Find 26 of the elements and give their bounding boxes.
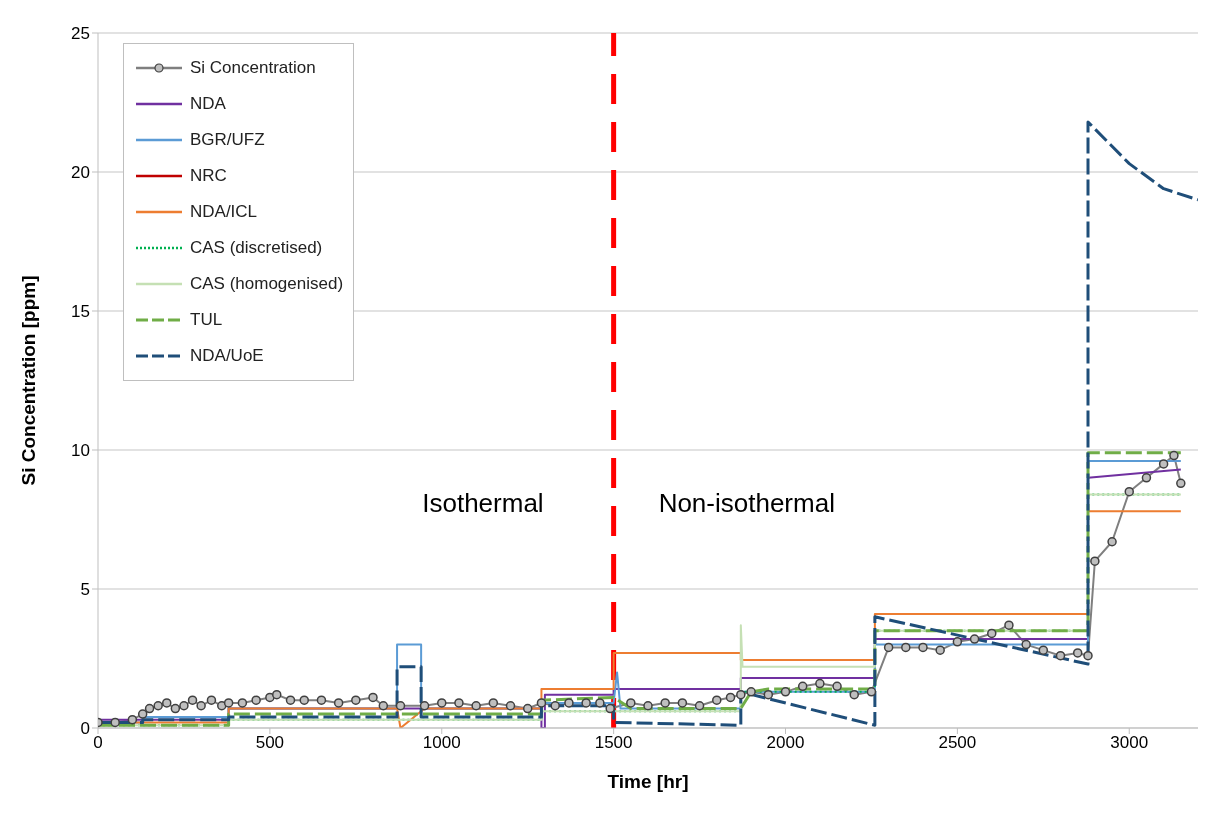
x-tick-label: 1500	[594, 733, 633, 753]
legend-label: NDA/ICL	[190, 202, 258, 222]
x-tick-label: 1000	[422, 733, 461, 753]
legend-label: TUL	[190, 310, 223, 330]
annotation: Isothermal	[422, 488, 544, 519]
y-tick-label: 10	[71, 441, 90, 461]
y-tick-label: 20	[71, 163, 90, 183]
x-tick-label: 0	[93, 733, 103, 753]
legend-label: BGR/UFZ	[190, 130, 265, 150]
legend-label: NDA	[190, 94, 226, 114]
legend-label: CAS (discretised)	[190, 238, 323, 258]
x-axis-title: Time [hr]	[607, 771, 689, 792]
x-tick-label: 2500	[938, 733, 977, 753]
y-tick-label: 0	[80, 719, 90, 739]
legend-label: NRC	[190, 166, 227, 186]
annotation: Non-isothermal	[658, 488, 835, 519]
legend-label: Si Concentration	[190, 58, 316, 78]
y-tick-label: 25	[71, 24, 90, 44]
legend-label: NDA/UoE	[190, 346, 264, 366]
legend-label: CAS (homogenised)	[190, 274, 344, 294]
y-tick-label: 15	[71, 302, 90, 322]
y-tick-label: 5	[80, 580, 90, 600]
x-tick-label: 3000	[1110, 733, 1149, 753]
x-tick-label: 500	[255, 733, 285, 753]
x-tick-label: 2000	[766, 733, 805, 753]
y-axis-title: Si Concentration [ppm]	[17, 275, 39, 486]
